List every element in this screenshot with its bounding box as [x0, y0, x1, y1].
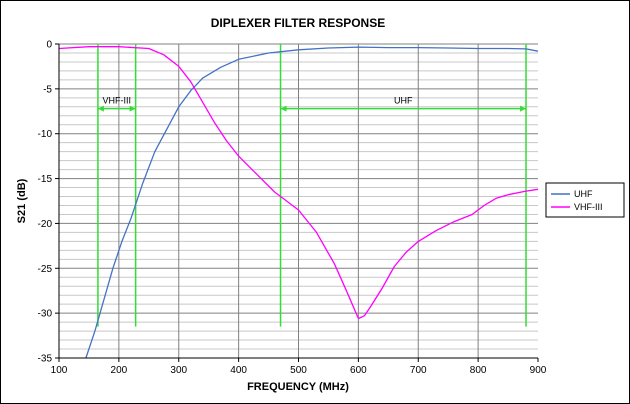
series-lines	[58, 46, 539, 359]
band-annotations: VHF-III UHF	[97, 96, 527, 112]
series-line-uhf	[85, 46, 539, 359]
x-axis-label: FREQUENCY (MHz)	[247, 381, 349, 393]
x-tick-label: 900	[530, 365, 547, 376]
y-tick-label: -5	[43, 84, 52, 95]
y-tick-label: -15	[38, 174, 53, 185]
legend-label: UHF	[574, 189, 593, 199]
x-tick-label: 600	[350, 365, 367, 376]
annotation-arrowhead-right	[520, 105, 527, 112]
legend-label: VHF-III	[574, 202, 603, 212]
y-tick-label: -20	[38, 219, 53, 230]
annotation-arrowhead-left	[280, 105, 287, 112]
x-tick-label: 400	[230, 365, 247, 376]
x-tick-labels: 100 200 300 400 500 600 700 800 900	[51, 358, 547, 376]
x-tick-label: 300	[170, 365, 187, 376]
gridlines	[59, 43, 538, 359]
legend: UHF VHF-III	[545, 182, 625, 218]
legend-box	[545, 182, 625, 218]
y-tick-label: -10	[38, 129, 53, 140]
y-tick-label: -30	[38, 309, 53, 320]
annotation-label: VHF-III	[103, 96, 132, 106]
x-tick-label: 800	[470, 365, 487, 376]
series-line-vhf-iii	[58, 46, 539, 320]
y-tick-label: -35	[38, 354, 53, 365]
x-tick-label: 200	[111, 365, 128, 376]
chart-title: DIPLEXER FILTER RESPONSE	[211, 16, 385, 30]
y-tick-labels: 0 -5 -10 -15 -20 -25 -30 -35	[38, 40, 59, 365]
annotation-arrowhead-right	[129, 105, 136, 112]
annotation-arrowhead-left	[97, 105, 104, 112]
y-axis-label: S21 (dB)	[16, 178, 28, 223]
y-tick-label: -25	[38, 264, 53, 275]
x-tick-label: 500	[290, 365, 307, 376]
y-tick-label: 0	[46, 40, 52, 51]
band-marker-lines	[97, 44, 527, 327]
x-tick-label: 700	[410, 365, 427, 376]
x-tick-label: 100	[51, 365, 68, 376]
annotation-label: UHF	[394, 96, 413, 106]
